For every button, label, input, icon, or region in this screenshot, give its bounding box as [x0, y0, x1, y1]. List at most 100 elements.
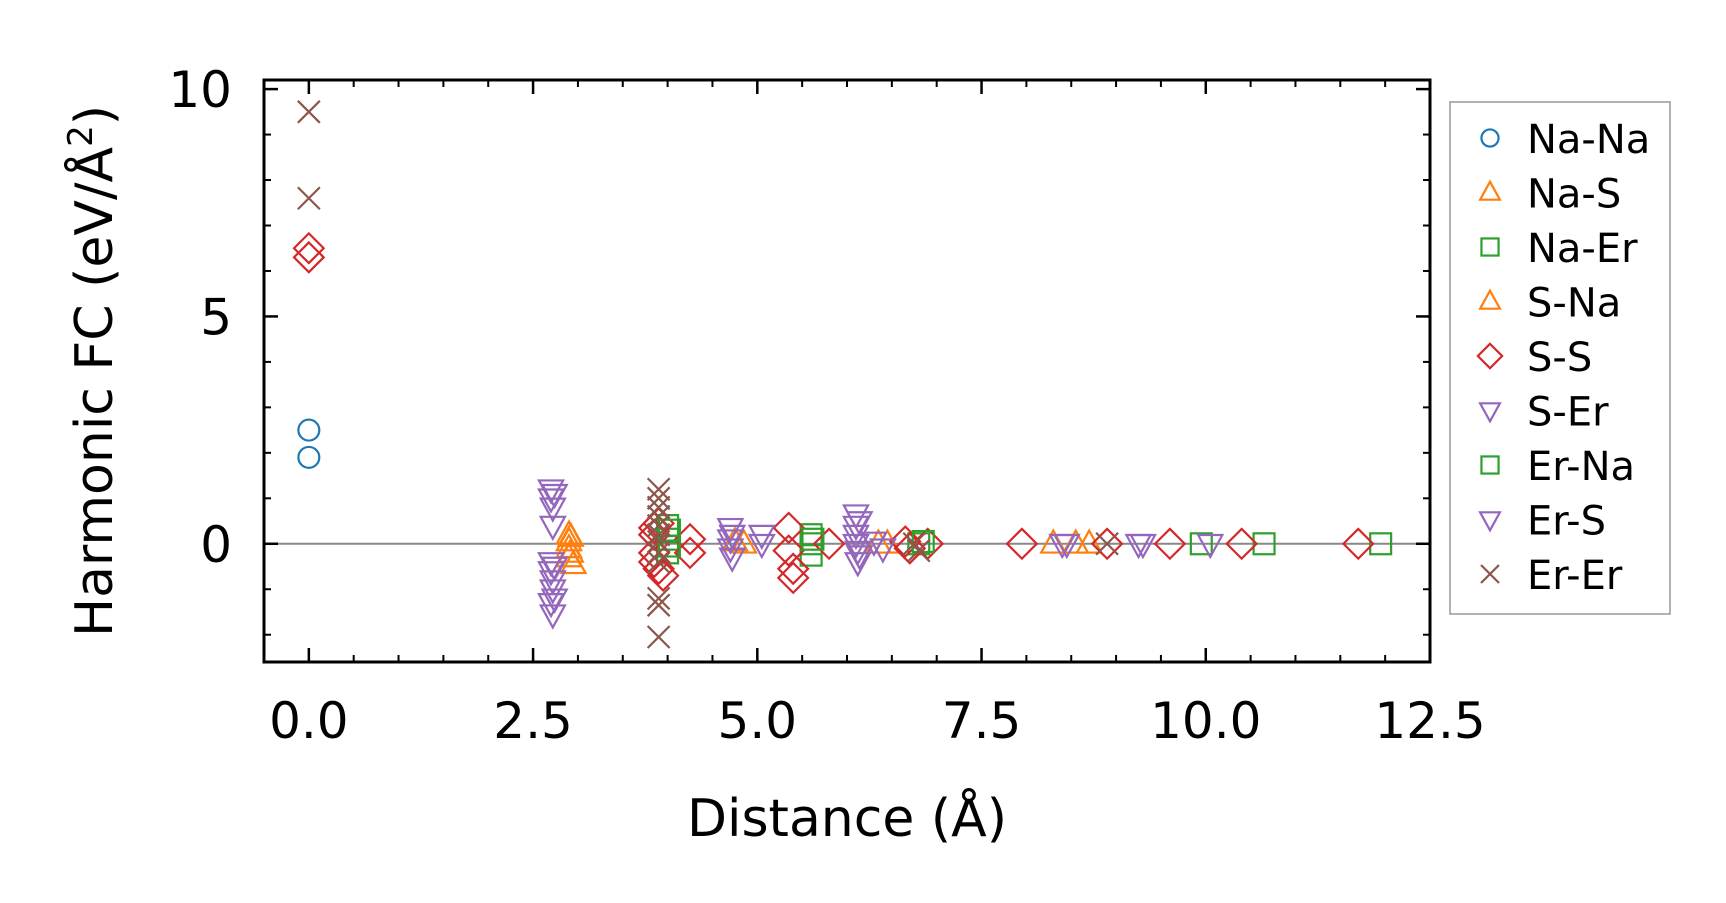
data-point — [642, 552, 676, 586]
data-point — [1124, 533, 1153, 560]
data-point — [646, 477, 671, 501]
x-tick-label: 10.0 — [1150, 692, 1261, 750]
data-point — [646, 522, 671, 547]
y-tick-label: 10 — [168, 61, 232, 119]
legend-item: Er-Na — [1480, 444, 1635, 490]
data-point — [1005, 527, 1039, 561]
data-point — [657, 518, 681, 542]
legend-item: S-Na — [1478, 281, 1621, 327]
data-point — [812, 527, 846, 561]
data-point — [646, 529, 671, 554]
data-point — [538, 570, 567, 596]
data-point — [888, 525, 922, 558]
data-point — [540, 588, 569, 614]
y-axis-label-superscript: 2 — [61, 125, 101, 147]
legend-item: Na-Er — [1480, 226, 1638, 272]
x-tick-label: 2.5 — [493, 692, 573, 750]
data-point — [646, 495, 671, 520]
legend-marker — [1478, 511, 1502, 533]
legend-item: S-S — [1476, 335, 1592, 381]
legend-marker — [1480, 564, 1500, 584]
data-point — [297, 186, 321, 210]
legend-marker — [1478, 288, 1502, 310]
data-point — [868, 538, 897, 564]
data-point — [646, 586, 671, 611]
data-point — [747, 524, 776, 551]
legend-label: Er-Er — [1527, 553, 1623, 599]
data-point — [556, 521, 585, 547]
plot-frame — [262, 78, 1432, 664]
data-point — [538, 515, 567, 542]
series-er-er — [297, 100, 1119, 649]
legend-label: Na-S — [1527, 172, 1621, 218]
data-point — [747, 533, 776, 560]
data-point — [906, 538, 931, 563]
data-point — [1095, 532, 1119, 556]
legend-label: Er-S — [1527, 499, 1606, 545]
data-point — [859, 531, 888, 557]
legend-marker — [1478, 402, 1502, 424]
y-tick-label: 5 — [200, 288, 232, 346]
data-point — [297, 418, 321, 442]
legend-label: S-S — [1527, 335, 1592, 381]
data-point — [1189, 532, 1213, 556]
x-axis-label: Distance (Å) — [687, 787, 1007, 849]
data-point — [646, 504, 671, 529]
legend-label: Na-Na — [1527, 117, 1650, 163]
series-na-na — [297, 418, 321, 469]
data-point — [801, 527, 825, 551]
data-point — [538, 579, 567, 605]
legend-item: Na-S — [1478, 172, 1621, 218]
data-point — [1252, 532, 1276, 556]
data-point — [776, 552, 810, 586]
data-point — [1341, 527, 1375, 561]
legend-marker — [1480, 455, 1500, 475]
legend-marker — [1476, 342, 1504, 370]
legend: Na-Na Na-S Na-Er S-Na S-S S-Er Er-Na Er-S Er-Er — [1449, 101, 1671, 615]
series-er-s — [540, 483, 1157, 614]
data-point — [893, 531, 927, 565]
x-tick-label: 0.0 — [269, 692, 349, 750]
data-point — [540, 556, 569, 582]
tick-labels: 0.0 2.5 5.0 7.5 10.0 12.5 0 5 10 — [168, 61, 1485, 750]
data-point — [729, 528, 758, 554]
data-point — [297, 100, 321, 124]
y-tick-label: 0 — [200, 516, 232, 574]
series-na-er — [656, 514, 1393, 567]
data-point — [716, 538, 745, 564]
legend-marker — [1478, 179, 1502, 201]
axis-ticks — [263, 80, 1432, 662]
data-points — [292, 100, 1393, 649]
data-point — [843, 552, 872, 578]
x-tick-label: 12.5 — [1374, 692, 1485, 750]
data-point — [1369, 532, 1393, 556]
legend-label: Na-Er — [1527, 226, 1638, 272]
y-axis-label: Harmonic FC (eV/Å2) — [61, 105, 125, 637]
data-point — [772, 534, 806, 568]
data-point — [799, 543, 823, 567]
data-point — [646, 486, 671, 511]
data-point — [292, 240, 326, 274]
legend-label: S-Na — [1527, 281, 1621, 327]
data-point — [646, 541, 671, 565]
legend-marker — [1480, 237, 1500, 257]
data-point — [554, 526, 583, 552]
data-point — [646, 559, 680, 593]
data-point — [1090, 527, 1124, 561]
data-point — [1225, 527, 1259, 561]
data-point — [772, 511, 806, 545]
legend-label: S-Er — [1527, 390, 1609, 436]
data-point — [538, 604, 567, 630]
data-point — [718, 524, 747, 551]
data-point — [556, 537, 585, 563]
data-point — [538, 497, 567, 523]
data-point — [1153, 527, 1187, 561]
legend-item: Er-S — [1478, 499, 1606, 545]
legend-label: Er-Na — [1527, 444, 1635, 490]
data-point — [1052, 533, 1081, 560]
data-point — [646, 625, 671, 649]
data-point — [292, 231, 326, 265]
data-point — [297, 445, 321, 469]
data-point — [776, 561, 810, 595]
